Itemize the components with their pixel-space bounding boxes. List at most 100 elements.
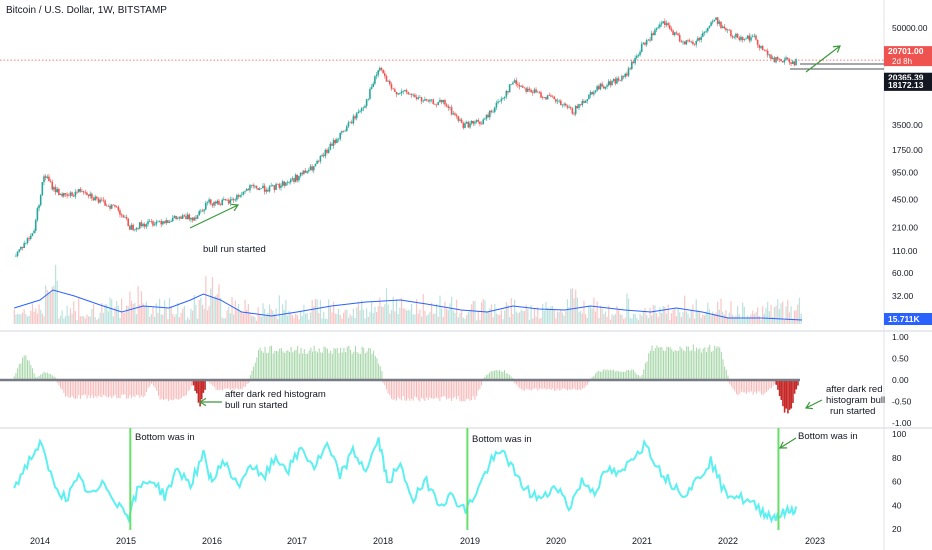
candle-body bbox=[731, 35, 734, 38]
volume-bar bbox=[270, 309, 272, 324]
volume-bar bbox=[494, 303, 496, 324]
histogram-bar bbox=[560, 380, 562, 391]
histogram-bar bbox=[373, 350, 375, 380]
oscillator-tick-label: 20 bbox=[892, 524, 902, 534]
histogram-bar bbox=[350, 349, 352, 380]
volume-bar bbox=[168, 297, 171, 324]
histogram-bar bbox=[295, 349, 297, 380]
candle-body bbox=[268, 186, 271, 192]
volume-bar bbox=[160, 314, 162, 324]
volume-bar bbox=[702, 314, 704, 324]
candle-body bbox=[766, 50, 769, 56]
histogram-bar bbox=[414, 380, 416, 397]
candle-body bbox=[695, 40, 698, 45]
volume-bar bbox=[415, 299, 418, 324]
candle-body bbox=[288, 182, 290, 183]
candle-body bbox=[110, 204, 113, 209]
histogram-bar bbox=[50, 374, 52, 380]
candle-body bbox=[226, 200, 228, 201]
histogram-bar bbox=[117, 380, 119, 398]
candle-body bbox=[298, 176, 300, 181]
candle-body bbox=[479, 121, 481, 124]
candle-body bbox=[276, 183, 279, 185]
volume-bar bbox=[61, 310, 63, 324]
volume-bar bbox=[117, 305, 119, 324]
histogram-bar bbox=[407, 380, 409, 399]
histogram-bar bbox=[562, 380, 564, 389]
candle-body bbox=[657, 27, 660, 29]
candle-body bbox=[439, 99, 441, 102]
candle-body bbox=[530, 89, 532, 93]
volume-bar bbox=[679, 312, 681, 324]
histogram-bar bbox=[720, 351, 722, 380]
histogram-bar bbox=[200, 380, 203, 400]
candle-body bbox=[275, 183, 277, 190]
histogram-bar bbox=[772, 380, 774, 386]
volume-bar bbox=[426, 315, 428, 324]
candle-body bbox=[485, 114, 488, 119]
bottom-label-3: Bottom was in bbox=[798, 431, 858, 442]
candle-body bbox=[252, 184, 255, 187]
volume-bar bbox=[53, 285, 55, 324]
candle-body bbox=[785, 57, 787, 60]
volume-bar bbox=[290, 312, 292, 324]
volume-bar bbox=[74, 311, 76, 324]
histogram-bar bbox=[114, 380, 116, 395]
candle-body bbox=[786, 57, 789, 60]
histogram-bar bbox=[787, 380, 789, 414]
candle-body bbox=[736, 33, 739, 38]
volume-bar bbox=[255, 320, 258, 324]
volume-bar bbox=[275, 308, 277, 324]
volume-bar bbox=[515, 311, 517, 324]
histogram-bar bbox=[351, 353, 353, 380]
candle-body bbox=[505, 90, 508, 97]
volume-bar bbox=[154, 316, 156, 324]
histogram-bar bbox=[25, 355, 27, 380]
candle-body bbox=[61, 193, 63, 197]
histogram-bar bbox=[371, 353, 373, 380]
volume-bar bbox=[576, 297, 578, 324]
histogram-bar bbox=[119, 380, 121, 399]
volume-bar bbox=[251, 316, 253, 324]
candle-body bbox=[181, 215, 184, 219]
candle-body bbox=[29, 235, 32, 239]
candle-body bbox=[349, 122, 351, 123]
histogram-bar bbox=[381, 371, 383, 380]
histogram-bar bbox=[320, 352, 322, 380]
histogram-bar bbox=[724, 366, 726, 380]
volume-bar bbox=[21, 312, 24, 324]
volume-bar bbox=[257, 307, 259, 324]
histogram-bar bbox=[583, 380, 585, 389]
candle-body bbox=[410, 93, 413, 95]
volume-bar bbox=[216, 294, 218, 324]
histogram-bar bbox=[766, 380, 768, 392]
candle-body bbox=[573, 113, 575, 115]
volume-bar bbox=[697, 310, 699, 324]
candle-body bbox=[198, 211, 201, 216]
volume-bar bbox=[28, 315, 30, 324]
volume-bar bbox=[306, 313, 308, 324]
candle-body bbox=[775, 57, 777, 63]
histogram-bar bbox=[545, 380, 547, 390]
candle-body bbox=[599, 83, 602, 90]
volume-bar bbox=[304, 313, 307, 324]
volume-bar bbox=[361, 300, 363, 324]
histogram-bar bbox=[184, 380, 186, 397]
candle-body bbox=[54, 187, 57, 193]
candle-body bbox=[568, 107, 570, 108]
histogram-bar bbox=[195, 380, 198, 394]
volume-bar bbox=[200, 297, 202, 324]
volume-bar bbox=[241, 312, 243, 324]
volume-bar bbox=[362, 309, 364, 324]
volume-bar bbox=[318, 313, 320, 324]
candle-body bbox=[329, 143, 332, 150]
histogram-bar bbox=[578, 380, 580, 390]
candle-body bbox=[415, 97, 418, 99]
volume-bar bbox=[693, 318, 696, 324]
histogram-bar bbox=[226, 380, 228, 389]
histogram-bar bbox=[570, 380, 572, 390]
histogram-bar bbox=[621, 371, 623, 380]
candle-body bbox=[337, 138, 340, 140]
candle-body bbox=[286, 182, 289, 183]
volume-bar bbox=[135, 314, 138, 324]
